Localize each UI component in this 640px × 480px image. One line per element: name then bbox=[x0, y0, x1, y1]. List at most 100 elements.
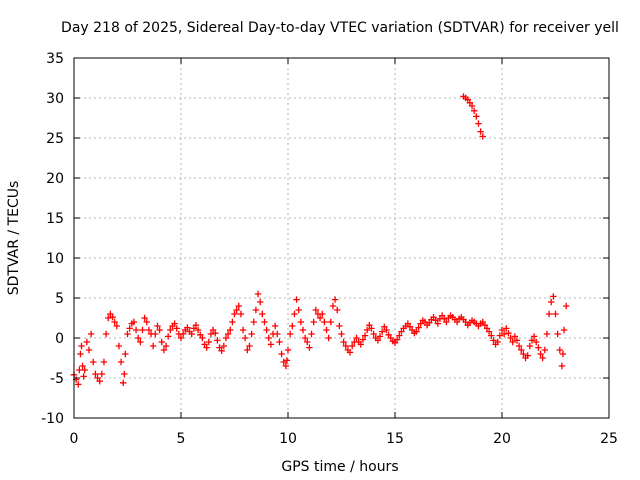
data-point bbox=[143, 318, 150, 326]
data-point bbox=[126, 325, 133, 332]
data-point bbox=[267, 341, 275, 348]
data-point bbox=[515, 342, 523, 350]
data-point bbox=[98, 370, 106, 378]
x-tick-label: 25 bbox=[600, 431, 618, 447]
data-point bbox=[135, 334, 142, 342]
data-point bbox=[111, 318, 118, 326]
data-point bbox=[331, 296, 339, 303]
data-point bbox=[293, 296, 300, 303]
data-point bbox=[282, 362, 290, 370]
data-point bbox=[105, 314, 112, 322]
data-point bbox=[518, 346, 525, 354]
data-point bbox=[503, 325, 510, 332]
data-point bbox=[548, 298, 555, 306]
data-point bbox=[488, 332, 495, 339]
data-point bbox=[192, 322, 200, 329]
data-point bbox=[141, 314, 148, 322]
data-point bbox=[304, 338, 311, 346]
data-point bbox=[443, 318, 450, 326]
data-point bbox=[539, 354, 546, 362]
data-point bbox=[244, 346, 251, 354]
data-point bbox=[383, 326, 390, 334]
data-point bbox=[353, 334, 360, 342]
data-point bbox=[543, 330, 551, 338]
data-point bbox=[227, 326, 234, 334]
data-point bbox=[359, 336, 367, 343]
data-point bbox=[261, 318, 268, 326]
y-tick-label: 25 bbox=[46, 131, 64, 147]
data-point bbox=[194, 326, 202, 334]
data-point bbox=[530, 333, 538, 340]
data-point bbox=[301, 334, 309, 342]
data-point bbox=[284, 346, 292, 354]
data-point bbox=[550, 293, 557, 300]
data-point bbox=[368, 325, 375, 332]
data-point bbox=[83, 338, 91, 346]
data-point bbox=[286, 330, 294, 338]
data-point bbox=[295, 306, 302, 314]
data-point bbox=[77, 350, 84, 358]
x-tick-label: 0 bbox=[70, 431, 79, 447]
data-point bbox=[177, 334, 185, 342]
data-point bbox=[92, 370, 99, 378]
data-point bbox=[475, 120, 482, 127]
data-point bbox=[310, 318, 317, 326]
data-point bbox=[468, 102, 476, 110]
data-point bbox=[327, 318, 334, 326]
data-point bbox=[274, 330, 281, 338]
data-point bbox=[511, 333, 519, 340]
data-point bbox=[496, 332, 504, 339]
y-axis-ticks: -10 -5 0 5 10 15 20 25 30 35 bbox=[41, 51, 609, 427]
y-tick-label: 20 bbox=[46, 171, 64, 187]
data-point bbox=[289, 322, 296, 330]
y-tick-label: 5 bbox=[55, 291, 64, 307]
x-tick-label: 10 bbox=[279, 431, 297, 447]
data-point bbox=[263, 326, 270, 334]
data-point bbox=[96, 378, 103, 385]
data-point bbox=[396, 332, 403, 339]
data-point bbox=[164, 333, 172, 340]
y-tick-label: 35 bbox=[46, 51, 64, 67]
data-point bbox=[85, 346, 93, 354]
data-point bbox=[376, 333, 384, 340]
chart-title: Day 218 of 2025, Sidereal Day-to-day VTE… bbox=[61, 20, 619, 36]
data-point bbox=[361, 332, 369, 339]
x-tick-label: 20 bbox=[493, 431, 511, 447]
data-point bbox=[526, 342, 534, 350]
data-point bbox=[280, 358, 287, 366]
data-point bbox=[498, 326, 506, 334]
data-point bbox=[87, 330, 95, 338]
data-point bbox=[184, 324, 191, 331]
data-point bbox=[130, 318, 138, 326]
data-point bbox=[528, 337, 536, 344]
data-point bbox=[554, 330, 561, 338]
data-point bbox=[149, 342, 157, 350]
data-point bbox=[500, 330, 508, 338]
data-point bbox=[299, 326, 307, 334]
data-point bbox=[254, 290, 262, 298]
data-point bbox=[250, 318, 257, 326]
data-point bbox=[81, 366, 88, 374]
data-point bbox=[308, 330, 315, 338]
data-point bbox=[306, 344, 313, 351]
data-point bbox=[477, 128, 484, 135]
data-point bbox=[120, 379, 127, 386]
data-point bbox=[205, 338, 213, 346]
data-point bbox=[329, 302, 337, 310]
data-point bbox=[158, 338, 165, 346]
data-point bbox=[252, 306, 260, 314]
data-point bbox=[173, 325, 180, 332]
data-point bbox=[121, 370, 128, 378]
data-point bbox=[559, 350, 567, 358]
x-axis-label: GPS time / hours bbox=[281, 459, 398, 475]
data-point bbox=[117, 358, 125, 366]
y-axis-label: SDTVAR / TECUs bbox=[6, 181, 22, 296]
data-point bbox=[378, 328, 386, 335]
data-point bbox=[485, 328, 493, 335]
data-point bbox=[199, 334, 206, 342]
data-point bbox=[76, 366, 83, 374]
data-point bbox=[162, 342, 170, 350]
data-point bbox=[222, 334, 230, 342]
data-point bbox=[325, 334, 332, 342]
data-point bbox=[113, 322, 120, 330]
